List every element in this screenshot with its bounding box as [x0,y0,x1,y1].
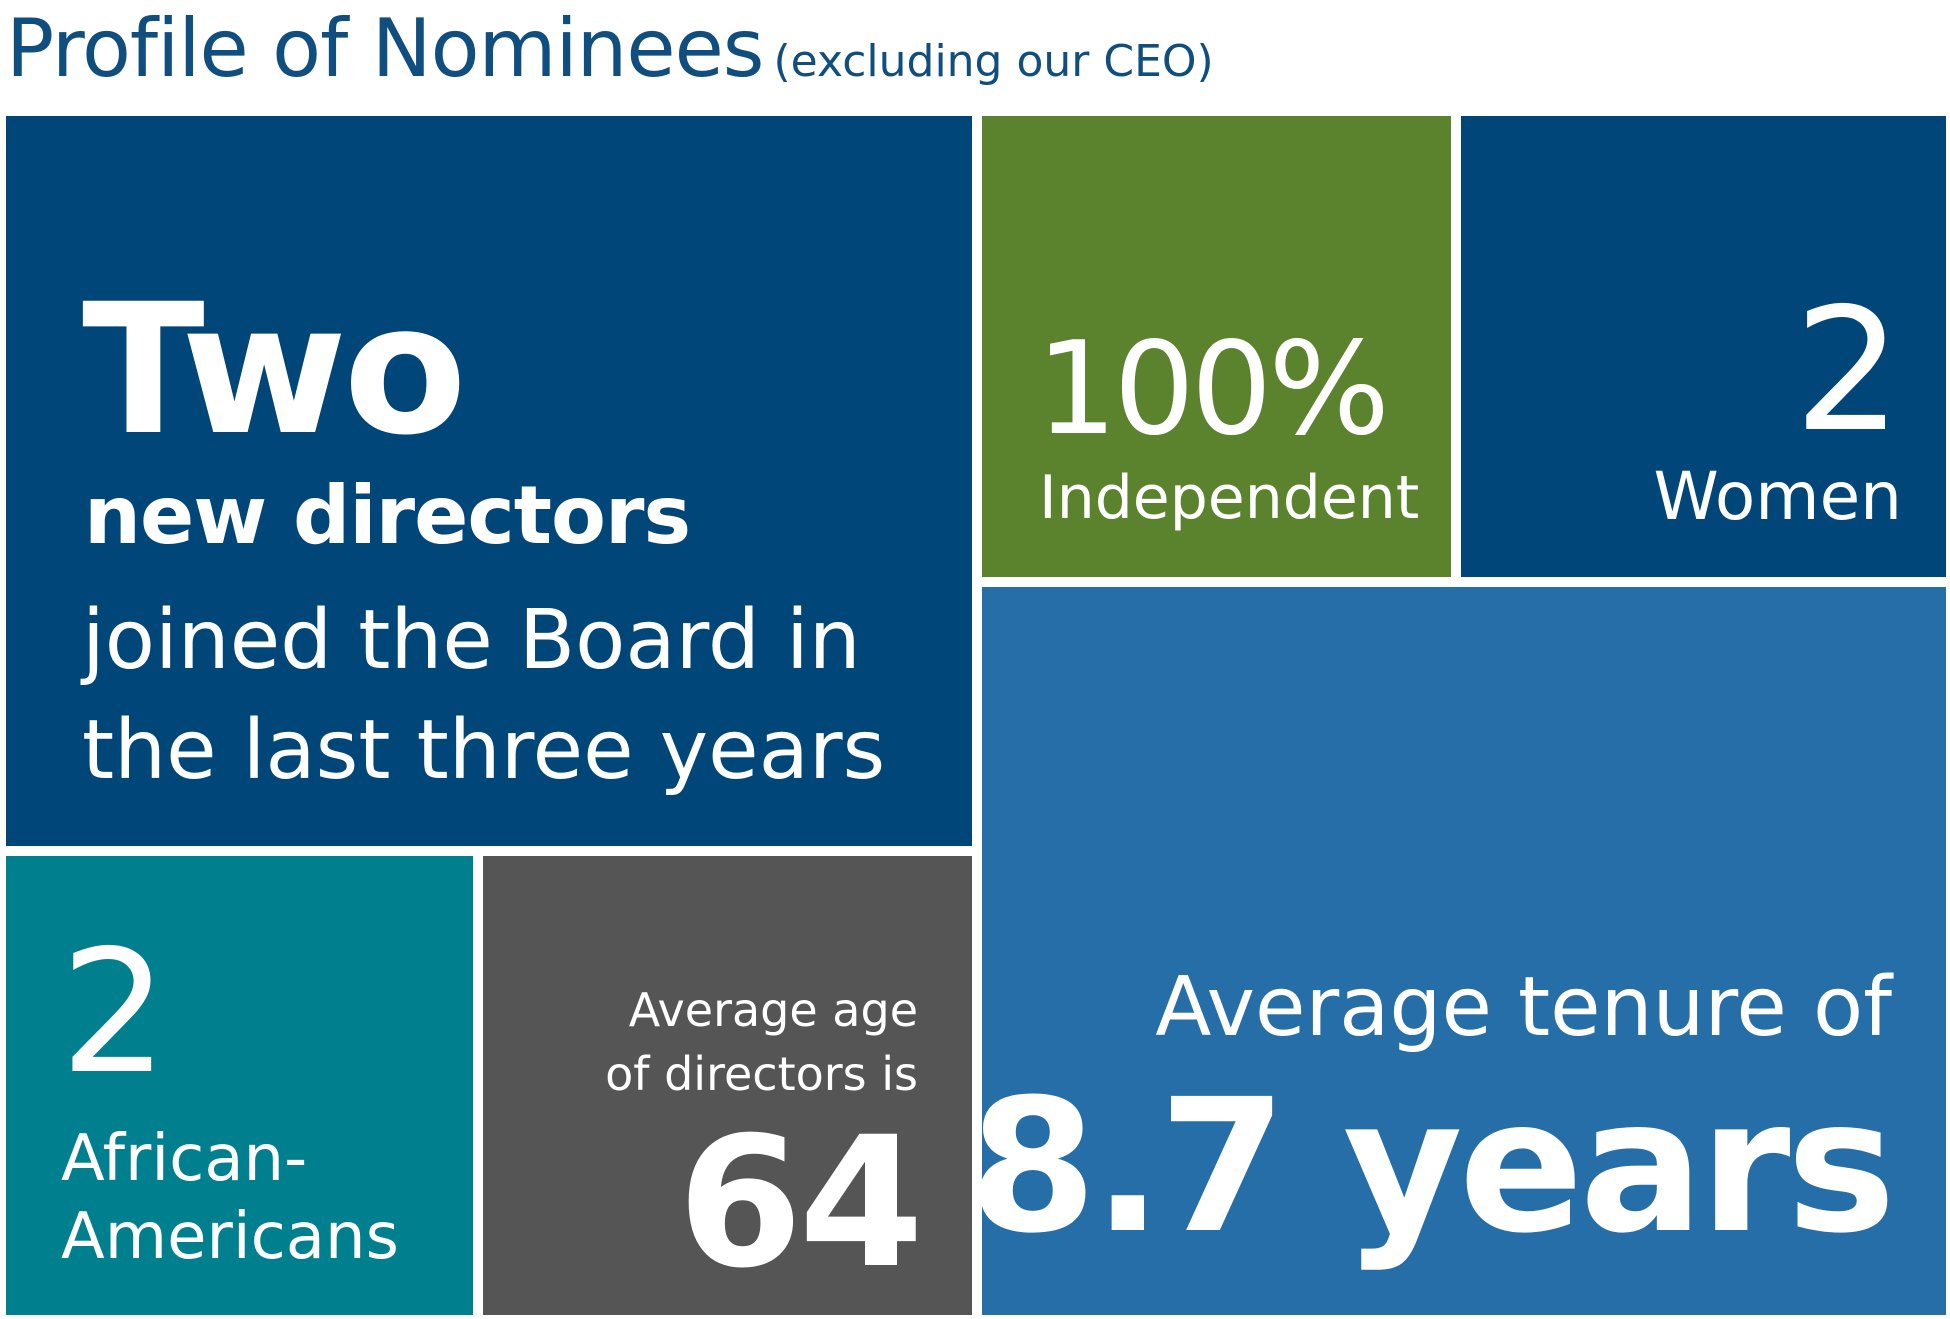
page-title: Profile of Nominees (excluding our CEO) [6,2,1214,95]
african-americans-label: African- Americans [61,1120,461,1276]
tile-independent: 100% Independent [982,116,1451,577]
new-directors-description: joined the Board in the last three years [82,586,885,806]
new-directors-number: Two [82,266,467,475]
african-americans-number: 2 [60,914,169,1112]
new-directors-line2: the last three years [82,703,886,798]
african-americans-label-line2: Americans [61,1200,399,1274]
title-main: Profile of Nominees [6,2,764,95]
tile-average-tenure: Average tenure of 8.7 years [982,587,1946,1315]
new-directors-emphasis: new directors [84,469,691,562]
average-age-label-line1: Average age [628,983,918,1037]
women-label: Women [1653,458,1903,535]
average-age-label-line2: of directors is [605,1047,918,1101]
independent-number: 100% [1036,315,1390,464]
tile-average-age: Average age of directors is 64 [483,856,972,1315]
tile-new-directors: Two new directors joined the Board in th… [6,116,972,846]
tile-african-americans: 2 African- Americans [6,856,473,1315]
women-number: 2 [1793,272,1902,470]
average-tenure-number: 8.7 years [982,1060,1896,1274]
independent-label: Independent [1039,463,1420,533]
title-subtitle: (excluding our CEO) [773,36,1214,87]
tile-women: 2 Women [1461,116,1946,577]
average-age-number: 64 [677,1099,924,1308]
new-directors-line1: joined the Board in [82,593,861,688]
average-age-label: Average age of directors is [605,978,918,1106]
african-americans-label-line1: African- [61,1122,308,1196]
average-tenure-label: Average tenure of [1155,960,1892,1055]
